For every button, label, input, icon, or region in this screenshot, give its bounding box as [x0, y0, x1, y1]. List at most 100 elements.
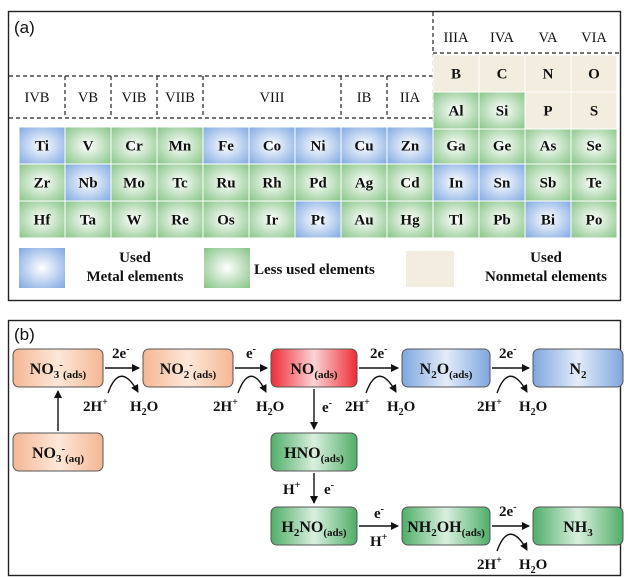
- element-symbol: B: [451, 67, 461, 83]
- sub-group-label: VIIB: [165, 90, 195, 106]
- element-symbol: Cu: [354, 139, 373, 155]
- element-swatch-less: [156, 163, 204, 202]
- element-swatch-less: [156, 126, 204, 165]
- node-n2o-ads-box: [401, 348, 491, 388]
- cond-step2-protons: 2H+: [213, 397, 238, 415]
- element-cell-zn: Zn: [386, 126, 434, 165]
- element-swatch-less: [294, 163, 342, 202]
- curve-no-to-n2o: [365, 375, 397, 394]
- element-symbol: Zr: [34, 176, 51, 192]
- group-header-dividers: [9, 12, 620, 124]
- element-swatch-nonmetal: [570, 91, 618, 130]
- element-swatch-nonmetal: [524, 54, 572, 93]
- element-symbol: Ta: [80, 213, 97, 229]
- element-symbol: Hf: [34, 213, 52, 229]
- node-hno-ads-label: HNO(ads): [284, 445, 344, 465]
- legend-swatch-used: [19, 248, 65, 288]
- node-no2-ads-box: [142, 348, 234, 388]
- element-cell-re: Re: [156, 200, 204, 239]
- cond-hno-to-h2no-electron: e-: [324, 480, 334, 498]
- element-symbol: P: [543, 104, 552, 120]
- element-symbol: Al: [449, 104, 464, 120]
- element-cell-ni: Ni: [294, 126, 342, 165]
- node-no-ads-box: [270, 348, 358, 388]
- cond-step3-water: H2O: [387, 399, 415, 418]
- element-cell-as: As: [524, 126, 572, 165]
- element-swatch-less: [202, 200, 250, 239]
- cond-step1-protons: 2H+: [83, 397, 108, 415]
- legend-used-line1: Used: [119, 250, 151, 266]
- element-swatch-less: [110, 200, 158, 239]
- element-cell-o: O: [570, 54, 618, 93]
- element-symbol: Re: [171, 213, 189, 229]
- element-swatch-less: [340, 200, 388, 239]
- main-group-label: IIIA: [444, 30, 469, 46]
- periodic-table-panel: (a) IIIA IVA VA VIA IVB VB VIB VIIB VIII IB IIA T…: [7, 10, 622, 302]
- node-n2-box: [532, 348, 624, 388]
- element-swatch-less: [524, 126, 572, 165]
- sub-group-label: VIB: [122, 90, 147, 106]
- element-symbol: Co: [263, 139, 281, 155]
- element-symbol: Pb: [493, 213, 511, 229]
- element-cell-w: W: [110, 200, 158, 239]
- element-swatch-less: [432, 91, 480, 130]
- sub-group-label: IB: [357, 90, 372, 106]
- element-cell-tc: Tc: [156, 163, 204, 202]
- element-symbol: Te: [586, 176, 602, 192]
- element-cell-b: B: [432, 54, 480, 93]
- element-swatch-less: [18, 200, 66, 239]
- element-cell-hf: Hf: [18, 200, 66, 239]
- element-symbol: Ni: [311, 139, 326, 155]
- cond-step4-electrons: 2e-: [499, 344, 517, 362]
- element-symbol: Nb: [78, 176, 97, 192]
- element-cell-in: In: [432, 163, 480, 202]
- sub-group-label: IIA: [400, 90, 421, 106]
- node-no3-aq-label: NO3-(aq): [32, 443, 84, 465]
- element-symbol: Fe: [218, 139, 234, 155]
- element-swatch-less: [570, 126, 618, 165]
- legend-nonmetal-line2: Nonmetal elements: [485, 269, 607, 285]
- element-swatch-used: [386, 126, 434, 165]
- element-symbol: W: [127, 213, 142, 229]
- legend: Used Metal elements Less used elements U…: [19, 248, 607, 288]
- panel-a-frame: [7, 10, 622, 302]
- node-n2-label: N2: [569, 361, 587, 381]
- element-symbol: Po: [586, 213, 603, 229]
- element-swatch-less: [248, 163, 296, 202]
- cond-no-to-hno-electron: e-: [322, 398, 332, 416]
- cond-step3-electrons: 2e-: [370, 344, 388, 362]
- element-symbol: Ga: [446, 139, 466, 155]
- element-symbol: Cr: [125, 139, 143, 155]
- element-cell-hg: Hg: [386, 200, 434, 239]
- element-symbol: As: [540, 139, 557, 155]
- element-swatch-used: [202, 126, 250, 165]
- element-cell-p: P: [524, 91, 572, 130]
- element-symbol: Si: [496, 104, 509, 120]
- element-cell-os: Os: [202, 200, 250, 239]
- cond-step1-water: H2O: [130, 399, 158, 418]
- element-swatch-less: [386, 163, 434, 202]
- element-cell-cd: Cd: [386, 163, 434, 202]
- cond-h2no-to-nh2oh-proton: H+: [370, 532, 388, 550]
- element-cell-mo: Mo: [110, 163, 158, 202]
- panel-a-label: (a): [14, 18, 35, 37]
- cond-h2no-to-nh2oh-electron: e-: [374, 504, 384, 522]
- element-cell-sn: Sn: [478, 163, 526, 202]
- element-swatch-less: [386, 200, 434, 239]
- element-symbol: Bi: [541, 213, 555, 229]
- cond-step3-protons: 2H+: [345, 397, 370, 415]
- panel-b-frame: [7, 319, 622, 577]
- element-cell-po: Po: [570, 200, 618, 239]
- element-swatch-used: [294, 126, 342, 165]
- cond-step4-protons: 2H+: [477, 397, 502, 415]
- element-swatch-nonmetal: [524, 91, 572, 130]
- element-symbol: Os: [217, 213, 235, 229]
- legend-swatch-nonmetal: [406, 251, 454, 287]
- element-swatch-used: [18, 126, 66, 165]
- element-swatch-less: [432, 126, 480, 165]
- element-cell-ta: Ta: [64, 200, 112, 239]
- cond-step1-electrons: 2e-: [112, 344, 130, 362]
- element-swatch-less: [478, 200, 526, 239]
- element-swatch-less: [432, 200, 480, 239]
- element-cell-nb: Nb: [64, 163, 112, 202]
